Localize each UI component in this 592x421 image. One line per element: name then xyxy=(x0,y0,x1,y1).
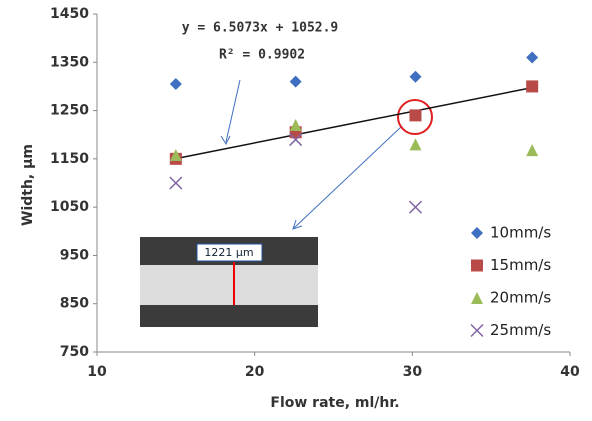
point xyxy=(409,109,422,122)
arrow xyxy=(225,79,241,143)
x-tick-label: 20 xyxy=(245,364,265,380)
point xyxy=(169,148,182,161)
point xyxy=(289,119,302,132)
x-axis-label: Flow rate, ml/hr. xyxy=(270,395,399,411)
y-tick-label: 1450 xyxy=(50,6,89,22)
inset-strip xyxy=(140,265,318,305)
trendline xyxy=(175,86,533,160)
point xyxy=(289,133,303,147)
x-tick-label: 30 xyxy=(403,364,423,380)
point xyxy=(526,51,539,64)
legend-label: 20mm/s xyxy=(490,289,551,307)
x-tick-label: 10 xyxy=(87,364,107,380)
legend-marker xyxy=(471,292,483,304)
point xyxy=(526,144,539,157)
point xyxy=(408,200,423,214)
arrow xyxy=(293,125,403,229)
legend-label: 25mm/s xyxy=(490,321,551,339)
legend-marker xyxy=(471,259,483,272)
point xyxy=(526,80,539,93)
inset-label: 1221 µm xyxy=(204,246,253,259)
point xyxy=(289,75,302,88)
inset-image: 1221 µm xyxy=(140,237,318,327)
x-tick-label: 40 xyxy=(560,364,580,380)
y-tick-label: 850 xyxy=(60,296,89,312)
trend-r2: R² = 0.9902 xyxy=(219,48,305,63)
point xyxy=(409,70,422,83)
y-tick-label: 1050 xyxy=(50,199,89,215)
legend-label: 15mm/s xyxy=(490,256,551,274)
y-tick-label: 750 xyxy=(60,344,89,360)
point xyxy=(409,138,422,151)
legend-label: 10mm/s xyxy=(490,224,551,242)
trend-equation: y = 6.5073x + 1052.9 xyxy=(182,21,339,36)
point xyxy=(169,78,182,91)
y-tick-label: 1150 xyxy=(50,151,89,167)
arrow-head xyxy=(220,135,231,146)
y-axis-label: Width, µm xyxy=(20,144,36,226)
y-tick-label: 1250 xyxy=(50,103,89,119)
inset-label-box xyxy=(196,243,263,262)
legend-marker xyxy=(470,323,484,338)
legend-marker xyxy=(471,227,483,239)
y-tick-label: 1350 xyxy=(50,54,89,70)
point xyxy=(169,176,183,190)
arrow-head xyxy=(292,219,303,230)
highlight-circle xyxy=(397,99,433,135)
y-tick-label: 950 xyxy=(60,247,89,263)
